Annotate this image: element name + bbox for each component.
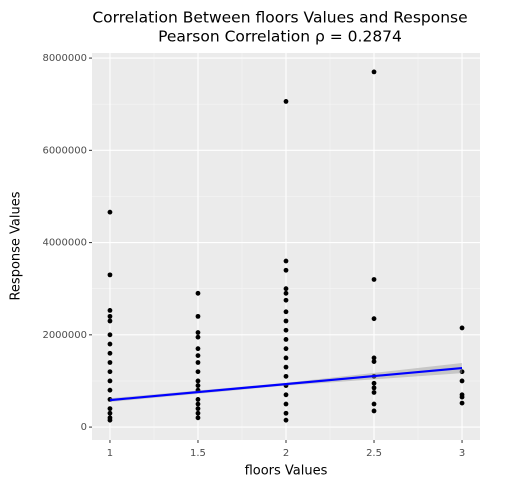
data-point — [107, 332, 113, 338]
data-point — [107, 318, 113, 324]
data-point — [371, 408, 377, 414]
data-point — [283, 309, 289, 315]
data-point — [459, 394, 465, 400]
chart-title: Correlation Between floors Values and Re… — [92, 9, 467, 27]
data-point — [107, 417, 113, 423]
data-point — [459, 378, 465, 384]
data-point — [371, 69, 377, 75]
data-point — [195, 346, 201, 352]
data-point — [195, 383, 201, 388]
data-point — [195, 406, 201, 412]
data-point — [107, 209, 113, 215]
data-point — [283, 410, 289, 416]
data-point — [107, 387, 113, 393]
data-point — [107, 272, 113, 278]
data-point — [459, 369, 465, 375]
data-point — [283, 327, 289, 333]
data-point — [195, 378, 201, 384]
data-point — [107, 307, 113, 313]
data-point — [107, 360, 113, 365]
regression-line — [109, 366, 463, 402]
y-tick-label: 0 — [81, 422, 87, 433]
y-axis-title: Response Values — [9, 191, 24, 300]
y-tick-label: 4000000 — [42, 238, 87, 249]
x-tick-label: 1.5 — [190, 448, 206, 459]
y-tick-label: 8000000 — [42, 53, 87, 64]
data-point — [283, 290, 289, 296]
data-point — [283, 373, 289, 379]
data-point — [459, 400, 465, 406]
x-tick-label: 3 — [459, 448, 465, 459]
data-point — [283, 417, 289, 423]
data-point — [195, 334, 201, 340]
data-point — [107, 406, 113, 412]
data-point — [195, 313, 201, 319]
data-point — [107, 313, 113, 319]
y-tick-label: 2000000 — [42, 330, 87, 341]
data-point — [283, 286, 289, 292]
data-point — [195, 369, 201, 375]
data-point — [371, 277, 377, 282]
data-point — [283, 99, 289, 104]
data-point — [283, 337, 289, 342]
data-point — [195, 397, 201, 402]
x-tick-label: 2.5 — [366, 448, 382, 459]
x-tick-label: 1 — [107, 448, 113, 459]
x-axis-title: floors Values — [245, 464, 328, 479]
data-point — [283, 267, 289, 273]
data-point — [195, 330, 201, 335]
data-point — [107, 350, 113, 356]
y-tick-label: 6000000 — [42, 145, 87, 156]
data-point — [371, 390, 377, 395]
data-point — [195, 290, 201, 296]
data-point — [283, 346, 289, 352]
data-point — [283, 364, 289, 370]
data-point — [283, 297, 289, 303]
data-point — [107, 410, 113, 416]
data-point — [283, 401, 289, 407]
data-point — [283, 392, 289, 398]
data-point — [371, 355, 377, 361]
data-point — [195, 360, 201, 365]
data-point — [195, 415, 201, 421]
data-point — [195, 353, 201, 358]
data-point — [195, 401, 201, 407]
chart-subtitle: Pearson Correlation ρ = 0.2874 — [158, 28, 402, 46]
data-point — [283, 258, 289, 264]
data-point — [283, 318, 289, 324]
data-point — [195, 410, 201, 416]
data-point — [371, 385, 377, 391]
data-point — [371, 316, 377, 322]
data-point — [107, 341, 113, 347]
x-tick-label: 2 — [283, 448, 289, 459]
data-point — [371, 380, 377, 386]
data-point — [371, 359, 377, 364]
data-point — [107, 378, 113, 384]
data-point — [371, 401, 377, 407]
data-point — [107, 369, 113, 375]
data-point — [283, 355, 289, 361]
data-point — [459, 325, 465, 331]
